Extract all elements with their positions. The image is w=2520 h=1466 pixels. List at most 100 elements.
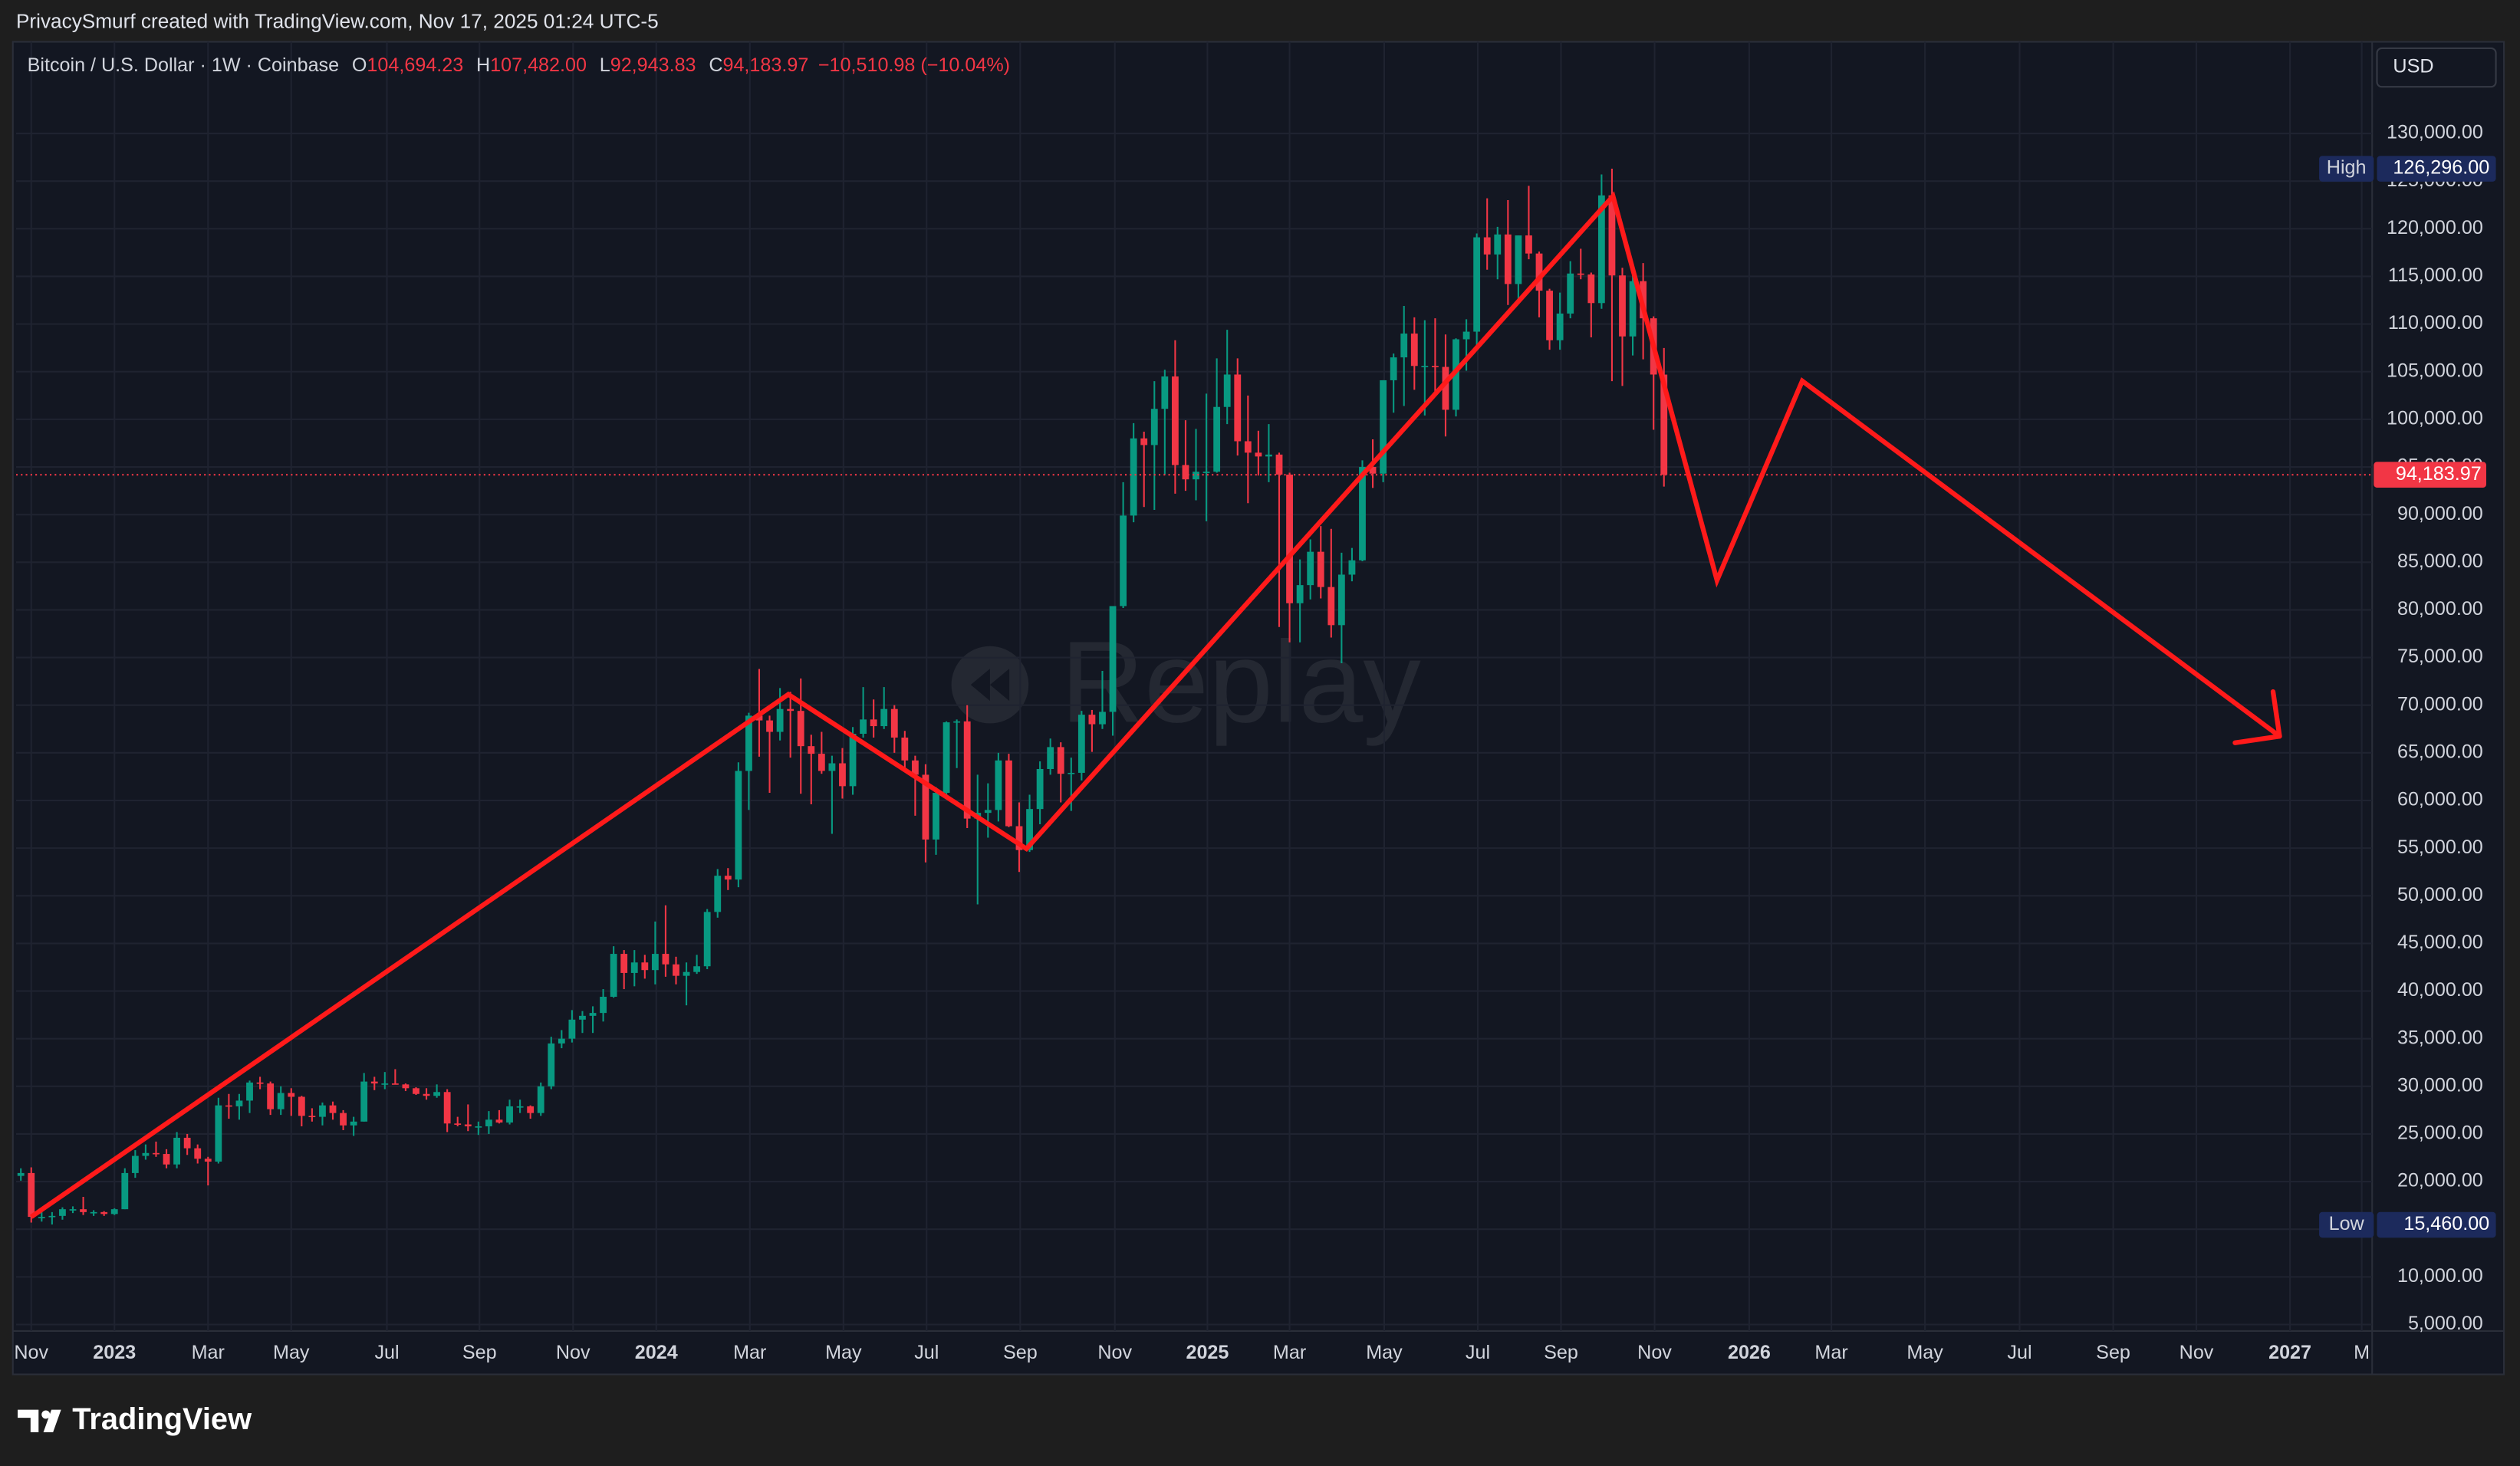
candle-body [1348,560,1356,575]
y-tick-label: 65,000.00 [2397,741,2483,762]
x-tick-label: Jul [2007,1342,2031,1363]
candle-body [662,954,669,965]
candle-body [1068,772,1075,774]
candle-body [568,1019,576,1039]
candle-body [153,1152,160,1155]
legend-value: 94,183.97 [722,54,808,76]
candle-body [1629,281,1637,337]
candle-body [953,721,961,723]
legend-key: O [352,54,367,76]
candle-body [17,1172,25,1176]
candle-body [1619,275,1626,337]
candle-body [516,1106,524,1108]
x-tick-label: Jul [374,1342,399,1363]
x-tick-label: 2024 [635,1342,678,1363]
candle-body [1369,467,1377,474]
candle-body [797,711,804,747]
candle-body [693,966,701,972]
candle-body [911,760,919,775]
candle-body [1432,366,1439,367]
y-tick-label: 80,000.00 [2397,598,2483,620]
y-tick-label: 120,000.00 [2387,217,2483,238]
candle-body [922,774,929,840]
x-tick-label: May [825,1342,862,1363]
candle-body [1234,374,1242,442]
candle-body [1608,195,1616,276]
candle-body [475,1126,482,1128]
legend-key: H [476,54,490,76]
x-tick-label: Sep [462,1342,497,1363]
logo-mark [18,1409,39,1432]
candle-body [163,1154,170,1165]
candle-body [90,1211,97,1214]
candle-body [548,1043,555,1086]
candle-body [933,793,939,840]
candle-body [1380,380,1387,474]
candle-body [1504,234,1512,284]
candle-body [110,1209,118,1215]
candle-body [391,1083,399,1085]
x-tick-label: Sep [1544,1342,1578,1363]
candle-body [776,708,784,732]
x-tick-label: Nov [14,1342,48,1363]
candle-body [1109,606,1117,712]
candle-body [589,1013,597,1016]
y-tick-label: 70,000.00 [2397,693,2483,715]
y-tick-label: 40,000.00 [2397,979,2483,1001]
x-tick-label: 2026 [1728,1342,1771,1363]
candle-body [381,1083,389,1085]
candle-body [38,1217,45,1218]
candle-body [485,1119,492,1127]
candle-body [1255,452,1262,457]
currency-button[interactable] [2376,47,2497,88]
y-tick-label: 5,000.00 [2408,1313,2483,1334]
candle-body [443,1092,451,1124]
y-tick-label: 10,000.00 [2397,1265,2483,1287]
candle-body [890,708,898,738]
currency-label[interactable]: USD [2393,56,2433,77]
x-tick-label: May [1366,1342,1403,1363]
candle-body [600,996,607,1014]
low-name-box [2319,1211,2374,1238]
candle-body [1120,515,1127,606]
low-name: Low [2329,1213,2365,1234]
y-tick-label: 85,000.00 [2397,551,2483,572]
candle-body [787,708,794,712]
candle-body [246,1082,253,1101]
x-tick-label: Mar [1814,1342,1847,1363]
y-tick-label: 35,000.00 [2397,1027,2483,1048]
candle-body [1535,253,1543,291]
candle-body [59,1209,66,1216]
candle-body [204,1159,212,1162]
x-tick-label: Nov [1097,1342,1132,1363]
candle-body [860,719,867,734]
x-tick-label: Nov [1637,1342,1672,1363]
candle-body [1088,715,1096,725]
candle-body [683,971,690,976]
candle-body [745,715,752,771]
x-tick-label: 2023 [93,1342,136,1363]
candle-body [433,1092,441,1096]
y-tick-label: 30,000.00 [2397,1074,2483,1096]
candle-body [1442,366,1449,410]
x-tick-label: Mar [1273,1342,1306,1363]
candle-body [995,760,1002,810]
candle-body [1577,273,1584,275]
y-tick-label: 20,000.00 [2397,1170,2483,1192]
candle-body [527,1106,535,1113]
y-tick-label: 75,000.00 [2397,646,2483,667]
y-tick-label: 105,000.00 [2387,360,2483,381]
candle-body [880,708,888,727]
candle-body [1150,409,1158,445]
candle-body [1213,406,1221,472]
watermark: Replay [951,616,1421,746]
candle-body [579,1015,586,1020]
candle-body [402,1084,410,1089]
y-tick-label: 45,000.00 [2397,932,2483,953]
candle-body [703,912,711,967]
candle-body [173,1137,181,1165]
x-tick-label: Mar [733,1342,766,1363]
candle-body [131,1155,139,1173]
candle-body [1494,234,1502,255]
